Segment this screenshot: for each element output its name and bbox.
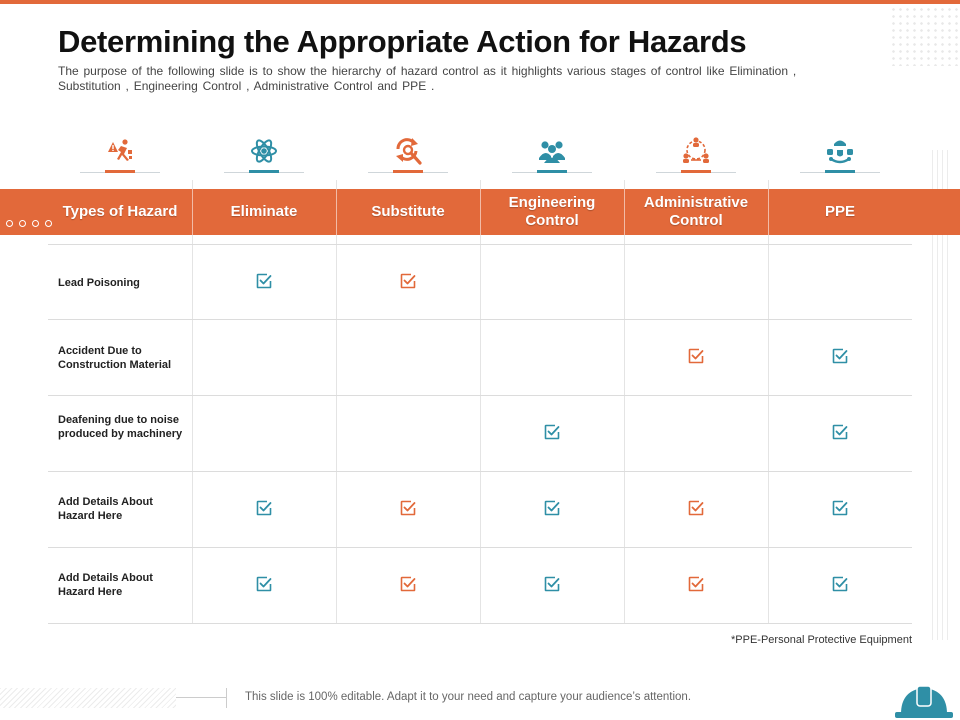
icon-cell	[768, 134, 912, 176]
header-dot	[32, 220, 39, 227]
icon-cell	[48, 134, 192, 176]
icon-cell	[336, 134, 480, 176]
checkbox-checked-icon	[544, 500, 560, 516]
header-eliminate: Eliminate	[230, 203, 298, 220]
icon-underline	[825, 170, 855, 173]
hard-hat-icon	[895, 685, 953, 718]
row-label: Lead Poisoning	[58, 277, 140, 289]
decorative-dot-grid	[890, 6, 960, 66]
checkbox-checked-icon	[256, 273, 272, 289]
icon-underline	[393, 170, 423, 173]
checkbox-checked-icon	[688, 348, 704, 364]
protective-equipment-icon	[827, 140, 853, 164]
icon-cell	[624, 134, 768, 176]
checkbox-checked-icon	[688, 500, 704, 516]
header-separator	[480, 189, 481, 235]
row-label: Add Details About Hazard Here	[58, 572, 153, 598]
table-row: Add Details About Hazard Here	[48, 472, 912, 548]
team-icon	[539, 141, 565, 163]
side-line	[932, 150, 933, 640]
table-row: Accident Due to Construction Material	[48, 320, 912, 396]
organization-icon	[683, 137, 709, 163]
side-line	[942, 150, 943, 640]
table-column-lines	[48, 180, 912, 624]
checkbox-checked-icon	[544, 576, 560, 592]
footer-separator	[226, 688, 227, 708]
header-dot	[6, 220, 13, 227]
decorative-side-lines	[930, 150, 950, 640]
header-separator	[624, 189, 625, 235]
icon-underline	[105, 170, 135, 173]
checkbox-checked-icon	[544, 424, 560, 440]
icon-underline	[537, 170, 567, 173]
page-subtitle: The purpose of the following slide is to…	[58, 64, 797, 93]
row-label: Accident Due to Construction Material	[58, 345, 172, 371]
side-line	[937, 150, 938, 640]
header-separator	[192, 189, 193, 235]
column-line	[624, 180, 625, 624]
footnote: *PPE-Personal Protective Equipment	[731, 634, 912, 646]
table-top-border	[48, 244, 912, 245]
table-row: Deafening due to noise produced by machi…	[48, 396, 912, 472]
header-separator	[768, 189, 769, 235]
checkbox-checked-icon	[256, 576, 272, 592]
icon-cell	[480, 134, 624, 176]
footer-text: This slide is 100% editable. Adapt it to…	[245, 691, 692, 703]
side-line	[947, 150, 948, 640]
icon-row	[48, 134, 912, 176]
header-dots	[6, 220, 52, 227]
footer-hatch-pattern	[0, 688, 176, 708]
icon-cell	[192, 134, 336, 176]
table-row: Lead Poisoning	[48, 244, 912, 320]
hazard-person-icon	[108, 139, 132, 161]
checkbox-checked-icon	[400, 500, 416, 516]
top-accent-bar	[0, 0, 960, 4]
column-line	[192, 180, 193, 624]
header-dot	[19, 220, 26, 227]
header-engineering-control: Engineering Control	[508, 194, 596, 229]
header-separator	[336, 189, 337, 235]
column-line	[768, 180, 769, 624]
header-ppe: PPE	[824, 203, 855, 220]
page-title: Determining the Appropriate Action for H…	[58, 24, 747, 59]
row-label: Deafening due to noise produced by machi…	[58, 414, 183, 440]
header-administrative-control: Administrative Control	[643, 194, 749, 229]
checkbox-checked-icon	[256, 500, 272, 516]
checkbox-checked-icon	[832, 424, 848, 440]
header-substitute: Substitute	[371, 203, 445, 220]
icon-underline	[249, 170, 279, 173]
column-line	[480, 180, 481, 624]
atom-icon	[251, 139, 277, 163]
header-dot	[45, 220, 52, 227]
checkbox-checked-icon	[832, 576, 848, 592]
header-types-of-hazard: Types of Hazard	[62, 203, 178, 220]
checkbox-checked-icon	[400, 576, 416, 592]
checkbox-checked-icon	[400, 273, 416, 289]
footer-line	[176, 697, 226, 698]
checkbox-checked-icon	[688, 576, 704, 592]
row-label: Add Details About Hazard Here	[58, 496, 153, 522]
icon-underline	[681, 170, 711, 173]
column-line	[336, 180, 337, 624]
checkbox-checked-icon	[832, 500, 848, 516]
checkbox-checked-icon	[832, 348, 848, 364]
table-row: Add Details About Hazard Here	[48, 548, 912, 624]
refresh-search-icon	[396, 138, 422, 165]
